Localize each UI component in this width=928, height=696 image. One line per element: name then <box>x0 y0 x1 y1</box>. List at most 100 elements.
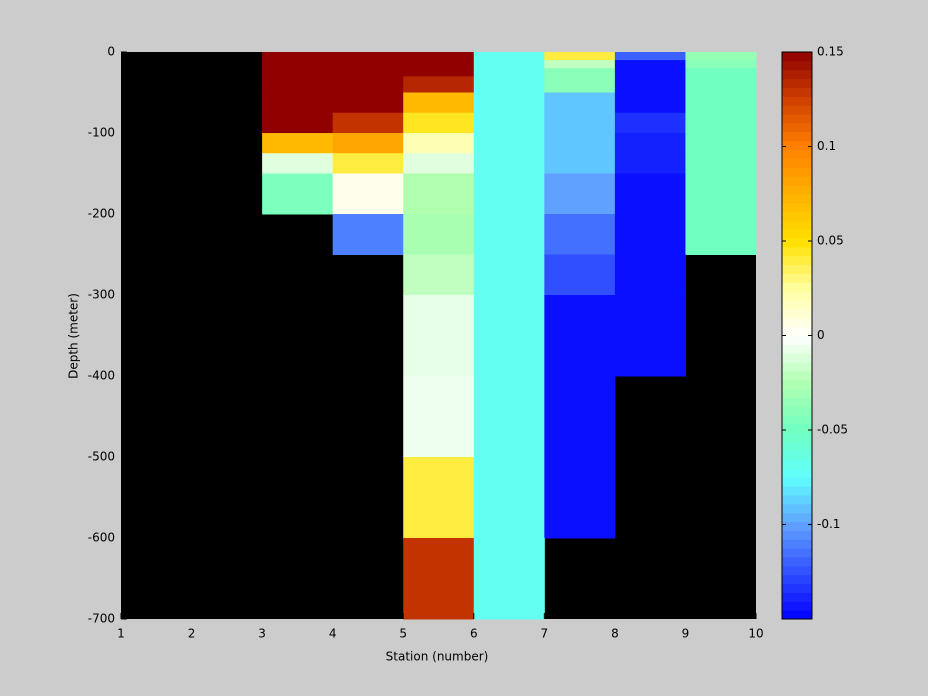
cell <box>403 60 475 69</box>
colorbar-tick-label: 0.15 <box>817 45 844 59</box>
cell <box>473 76 545 93</box>
cell <box>403 254 475 296</box>
cell <box>473 538 545 620</box>
cell <box>473 60 545 69</box>
cell <box>403 295 475 377</box>
cell <box>685 52 757 61</box>
colorbar-step <box>782 211 812 221</box>
y-tick-label: -600 <box>88 531 115 545</box>
colorbar-step <box>782 184 812 195</box>
y-axis-label: Depth (meter) <box>67 293 81 379</box>
cell <box>544 76 616 93</box>
cell <box>473 112 545 134</box>
colorbar-step <box>782 220 812 230</box>
colorbar-step <box>782 530 812 540</box>
colorbar-step <box>782 326 812 336</box>
cell <box>614 68 686 77</box>
cell <box>262 112 334 134</box>
cell <box>473 52 545 61</box>
cell <box>544 92 616 114</box>
cell <box>614 112 686 134</box>
x-tick-label: 4 <box>329 627 337 641</box>
x-tick-label: 8 <box>611 627 619 641</box>
colorbar-tick-label: -0.1 <box>817 517 840 531</box>
cell <box>262 133 334 154</box>
cell <box>544 295 616 377</box>
cell <box>614 254 686 296</box>
cell <box>685 214 757 255</box>
colorbar-step <box>782 176 812 186</box>
x-tick-label: 10 <box>748 627 763 641</box>
cell <box>332 153 404 174</box>
cell <box>332 112 404 134</box>
x-tick-label: 2 <box>188 627 196 641</box>
colorbar-step <box>782 415 812 425</box>
cell <box>262 68 334 77</box>
cell <box>473 92 545 114</box>
cell <box>685 153 757 174</box>
cell <box>685 76 757 93</box>
cell <box>332 60 404 69</box>
colorbar-step <box>782 344 812 354</box>
cell <box>473 68 545 77</box>
colorbar-step <box>782 494 812 505</box>
colorbar-step <box>782 300 812 310</box>
cell <box>544 254 616 296</box>
y-tick-label: -100 <box>88 126 115 140</box>
cell <box>614 76 686 93</box>
x-tick-label: 7 <box>541 627 549 641</box>
colorbar-tick-label: 0 <box>817 328 825 342</box>
cell <box>473 457 545 539</box>
cell <box>685 112 757 134</box>
cell <box>473 153 545 174</box>
cell <box>614 173 686 215</box>
cell <box>473 376 545 458</box>
y-tick-label: -200 <box>88 207 115 221</box>
cell <box>262 92 334 114</box>
colorbar-step <box>782 167 812 177</box>
colorbar-step <box>782 477 812 487</box>
cell <box>544 376 616 458</box>
colorbar-step <box>782 521 812 531</box>
colorbar-step <box>782 87 812 97</box>
colorbar-tick-label: 0.1 <box>817 139 836 153</box>
cell <box>685 133 757 154</box>
colorbar-step <box>782 486 812 496</box>
x-tick-label: 9 <box>682 627 690 641</box>
colorbar-step <box>782 379 812 390</box>
cell <box>544 60 616 69</box>
colorbar-step <box>782 468 812 478</box>
cell <box>544 112 616 134</box>
cell <box>685 173 757 215</box>
cell <box>473 295 545 377</box>
cell <box>332 173 404 215</box>
colorbar-step <box>782 105 812 115</box>
cell <box>403 214 475 255</box>
colorbar-step <box>782 601 812 611</box>
cell <box>403 376 475 458</box>
cell <box>544 214 616 255</box>
cell <box>614 295 686 377</box>
cell <box>332 214 404 255</box>
colorbar-step <box>782 140 812 150</box>
cell <box>403 173 475 215</box>
cell <box>473 214 545 255</box>
colorbar-step <box>782 52 812 62</box>
cell <box>544 457 616 539</box>
cell <box>262 52 334 61</box>
cell <box>544 173 616 215</box>
cell <box>332 76 404 93</box>
cell <box>473 133 545 154</box>
y-tick-label: -500 <box>88 450 115 464</box>
y-tick-label: -700 <box>88 612 115 626</box>
colorbar-step <box>782 246 812 257</box>
x-tick-label: 3 <box>258 627 266 641</box>
colorbar-step <box>782 114 812 124</box>
cell <box>262 60 334 69</box>
colorbar-step <box>782 353 812 363</box>
colorbar-step <box>782 60 812 71</box>
cell <box>614 133 686 154</box>
x-tick-label: 5 <box>399 627 407 641</box>
colorbar-step <box>782 291 812 301</box>
colorbar-step <box>782 441 812 452</box>
